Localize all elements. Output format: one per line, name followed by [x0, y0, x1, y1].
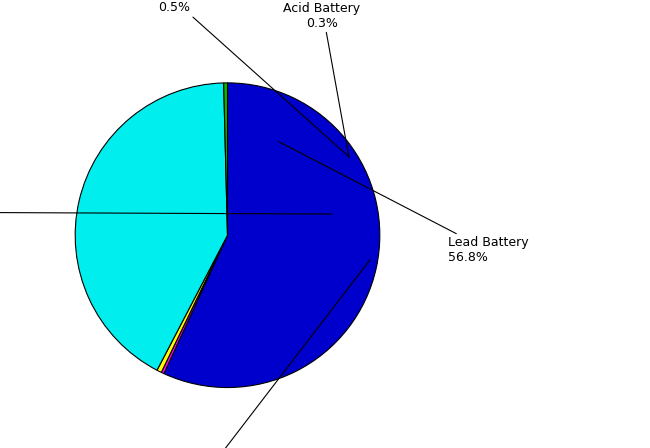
Wedge shape — [75, 83, 228, 370]
Text: Nickel Cadmium Battery
0.5%: Nickel Cadmium Battery 0.5% — [98, 0, 349, 157]
Wedge shape — [161, 235, 227, 374]
Text: Hybrids and
Fuel Cells
0.4%: Hybrids and Fuel Cells 0.4% — [159, 259, 370, 448]
Text: Advanced Lead
Acid Battery
0.3%: Advanced Lead Acid Battery 0.3% — [274, 0, 370, 156]
Wedge shape — [157, 235, 227, 372]
Text: Nickel Metal
Hydride
Battery
41.9%: Nickel Metal Hydride Battery 41.9% — [0, 183, 332, 241]
Wedge shape — [224, 83, 228, 235]
Wedge shape — [164, 83, 380, 388]
Text: Lead Battery
56.8%: Lead Battery 56.8% — [278, 142, 529, 264]
